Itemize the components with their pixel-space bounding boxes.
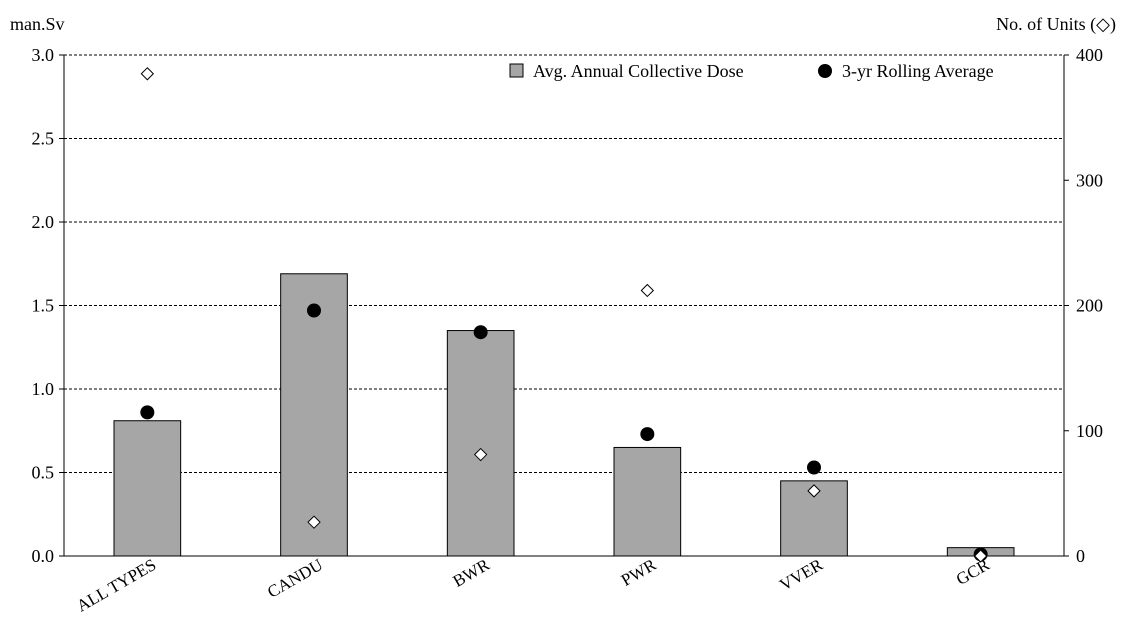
category-label: CANDU bbox=[264, 555, 326, 602]
category-labels: ALL TYPES CANDU BWR PWR VVER GCR bbox=[73, 555, 993, 616]
unit-count-diamond bbox=[640, 283, 655, 298]
right-tick-label: 100 bbox=[1076, 421, 1103, 441]
unit-count-diamond bbox=[807, 484, 821, 498]
bar-bwr bbox=[446, 330, 515, 557]
left-tick-label: 0.5 bbox=[32, 463, 55, 483]
right-tick-label: 300 bbox=[1076, 170, 1103, 190]
left-tick-label: 1.5 bbox=[32, 296, 55, 316]
bars bbox=[113, 273, 1015, 557]
left-tick-label: 0.0 bbox=[32, 546, 55, 566]
left-tick-label: 1.0 bbox=[32, 379, 55, 399]
bar-all-types bbox=[113, 420, 182, 557]
markers bbox=[140, 67, 988, 563]
rolling-average-dot bbox=[473, 325, 488, 340]
right-tick-label: 200 bbox=[1076, 296, 1103, 316]
rolling-average-dot bbox=[640, 427, 655, 442]
rolling-average-dot bbox=[307, 303, 321, 318]
right-axis-ticks: 0 100 200 300 400 bbox=[1064, 45, 1103, 566]
category-label: PWR bbox=[618, 555, 660, 590]
grid-lines bbox=[64, 54, 1064, 473]
right-tick-label: 0 bbox=[1076, 546, 1085, 566]
bar-pwr bbox=[613, 446, 682, 557]
legend-swatch-dot bbox=[818, 64, 832, 78]
category-label: ALL TYPES bbox=[73, 555, 159, 616]
left-tick-label: 2.0 bbox=[32, 212, 55, 232]
unit-count-diamond bbox=[140, 67, 155, 81]
right-tick-label: 400 bbox=[1076, 45, 1103, 65]
left-axis-ticks: 0.0 0.5 1.0 1.5 2.0 2.5 3.0 bbox=[32, 45, 64, 566]
left-tick-label: 3.0 bbox=[32, 45, 55, 65]
left-axis-unit-label: man.Sv bbox=[10, 14, 65, 34]
category-label: VVER bbox=[776, 555, 826, 595]
legend-swatch-bar bbox=[509, 63, 524, 78]
category-label: BWR bbox=[450, 555, 494, 591]
unit-count-diamond bbox=[973, 549, 988, 563]
legend: Avg. Annual Collective Dose 3-yr Rolling… bbox=[509, 61, 994, 81]
bar-candu bbox=[280, 273, 348, 557]
right-axis-unit-label: No. of Units (◇) bbox=[996, 14, 1116, 35]
legend-label-dot: 3-yr Rolling Average bbox=[842, 61, 994, 81]
left-tick-label: 2.5 bbox=[32, 129, 55, 149]
unit-count-diamond bbox=[473, 447, 488, 462]
rolling-average-dot bbox=[140, 405, 155, 420]
legend-label-bar: Avg. Annual Collective Dose bbox=[533, 61, 744, 81]
rolling-average-dot bbox=[807, 460, 821, 475]
unit-count-diamond bbox=[307, 515, 321, 529]
category-label: GCR bbox=[953, 555, 993, 589]
